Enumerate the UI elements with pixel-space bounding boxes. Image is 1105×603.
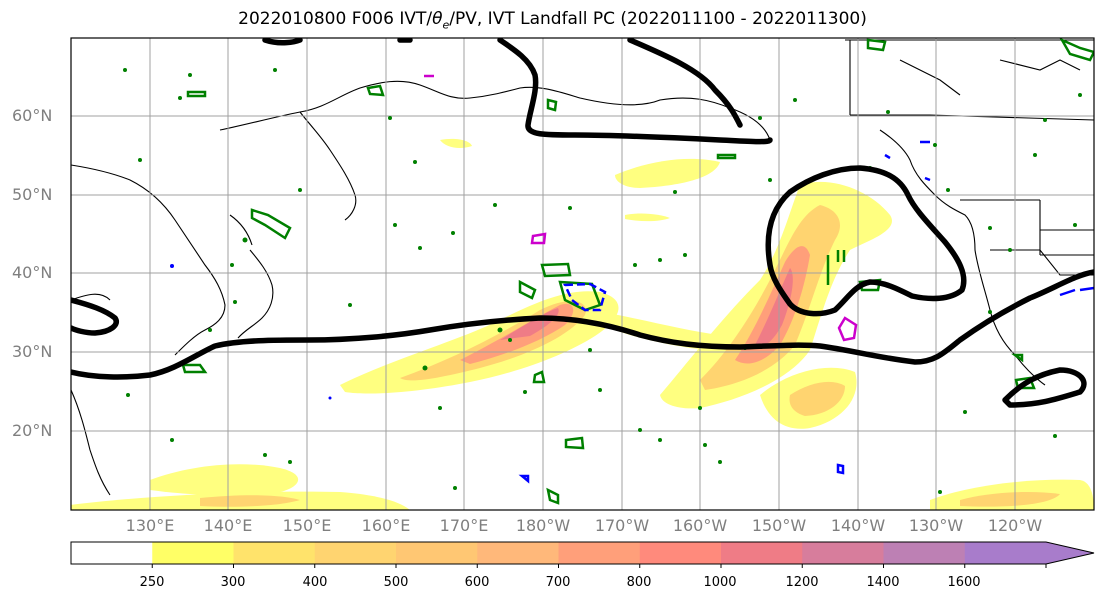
pc-contour-east-loop <box>765 165 967 317</box>
pc-contour-west <box>71 297 119 336</box>
lon-label: 160°E <box>361 516 411 535</box>
colorbar-outline <box>70 541 1095 565</box>
colorbar-segment <box>71 542 153 564</box>
colorbar-tick-label: 500 <box>383 575 409 590</box>
map-title: 2022010800 F006 IVT/θe/PV, IVT Landfall … <box>238 9 867 32</box>
colorbar-segment <box>477 542 559 564</box>
pv-contours-blue <box>518 140 1094 484</box>
colorbar-segment <box>802 542 884 564</box>
lon-label: 170°E <box>439 516 489 535</box>
coastline-siberia <box>219 80 771 141</box>
pc-contour-southeast <box>1002 367 1087 408</box>
lat-label: 60°N <box>12 106 53 125</box>
pv-contours-magenta <box>424 74 858 342</box>
lon-label: 140°W <box>830 516 886 535</box>
colorbar-tick-label: 700 <box>545 575 571 590</box>
map-frame <box>70 37 1095 511</box>
colorbar-tick-label: 1600 <box>947 575 981 590</box>
colorbar-tick-label: 1400 <box>866 575 900 590</box>
pc-contour-north-pacific <box>497 38 773 145</box>
colorbar <box>70 541 1095 568</box>
colorbar-segment <box>721 542 803 564</box>
colorbar-segment <box>558 542 641 564</box>
colorbar-segment <box>639 542 722 564</box>
colorbar-tick-label: 1000 <box>703 575 737 590</box>
colorbar-segment <box>233 542 316 564</box>
colorbar-segment <box>396 542 478 564</box>
ivt-shading <box>71 138 1094 510</box>
colorbar-tick-label: 250 <box>139 575 165 590</box>
landfall-pc-contours <box>71 38 1094 408</box>
lat-label: 50°N <box>12 185 53 204</box>
lat-label: 40°N <box>12 263 53 282</box>
lon-label: 150°W <box>751 516 807 535</box>
coastline-north-america <box>845 39 1094 386</box>
lon-label: 170°W <box>594 516 650 535</box>
lat-label: 30°N <box>12 342 53 361</box>
gridlines <box>71 38 1094 510</box>
lon-label: 140°E <box>203 516 253 535</box>
colorbar-tick-label: 600 <box>464 575 490 590</box>
colorbar-tick-label: 400 <box>302 575 328 590</box>
colorbar-segment <box>964 542 1047 564</box>
colorbar-segment <box>883 542 966 564</box>
colorbar-tick-label: 300 <box>220 575 246 590</box>
lon-label: 130°W <box>908 516 964 535</box>
pc-contour-northwest <box>262 38 743 128</box>
lon-label: 150°E <box>282 516 332 535</box>
lon-label: 130°E <box>125 516 175 535</box>
coastlines <box>71 39 1094 496</box>
lon-label: 120°W <box>987 516 1043 535</box>
colorbar-segment <box>314 542 397 564</box>
colorbar-segment <box>152 542 234 564</box>
colorbar-extend-arrow <box>1046 542 1094 564</box>
pc-contour-main <box>71 269 1094 380</box>
pv-contours-green <box>181 38 1094 505</box>
lon-label: 180°W <box>515 516 571 535</box>
lon-label: 160°W <box>672 516 728 535</box>
colorbar-tick-label: 1200 <box>785 575 819 590</box>
colorbar-tick-label: 800 <box>626 575 652 590</box>
coastline-japan <box>237 249 274 339</box>
lat-label: 20°N <box>12 421 53 440</box>
